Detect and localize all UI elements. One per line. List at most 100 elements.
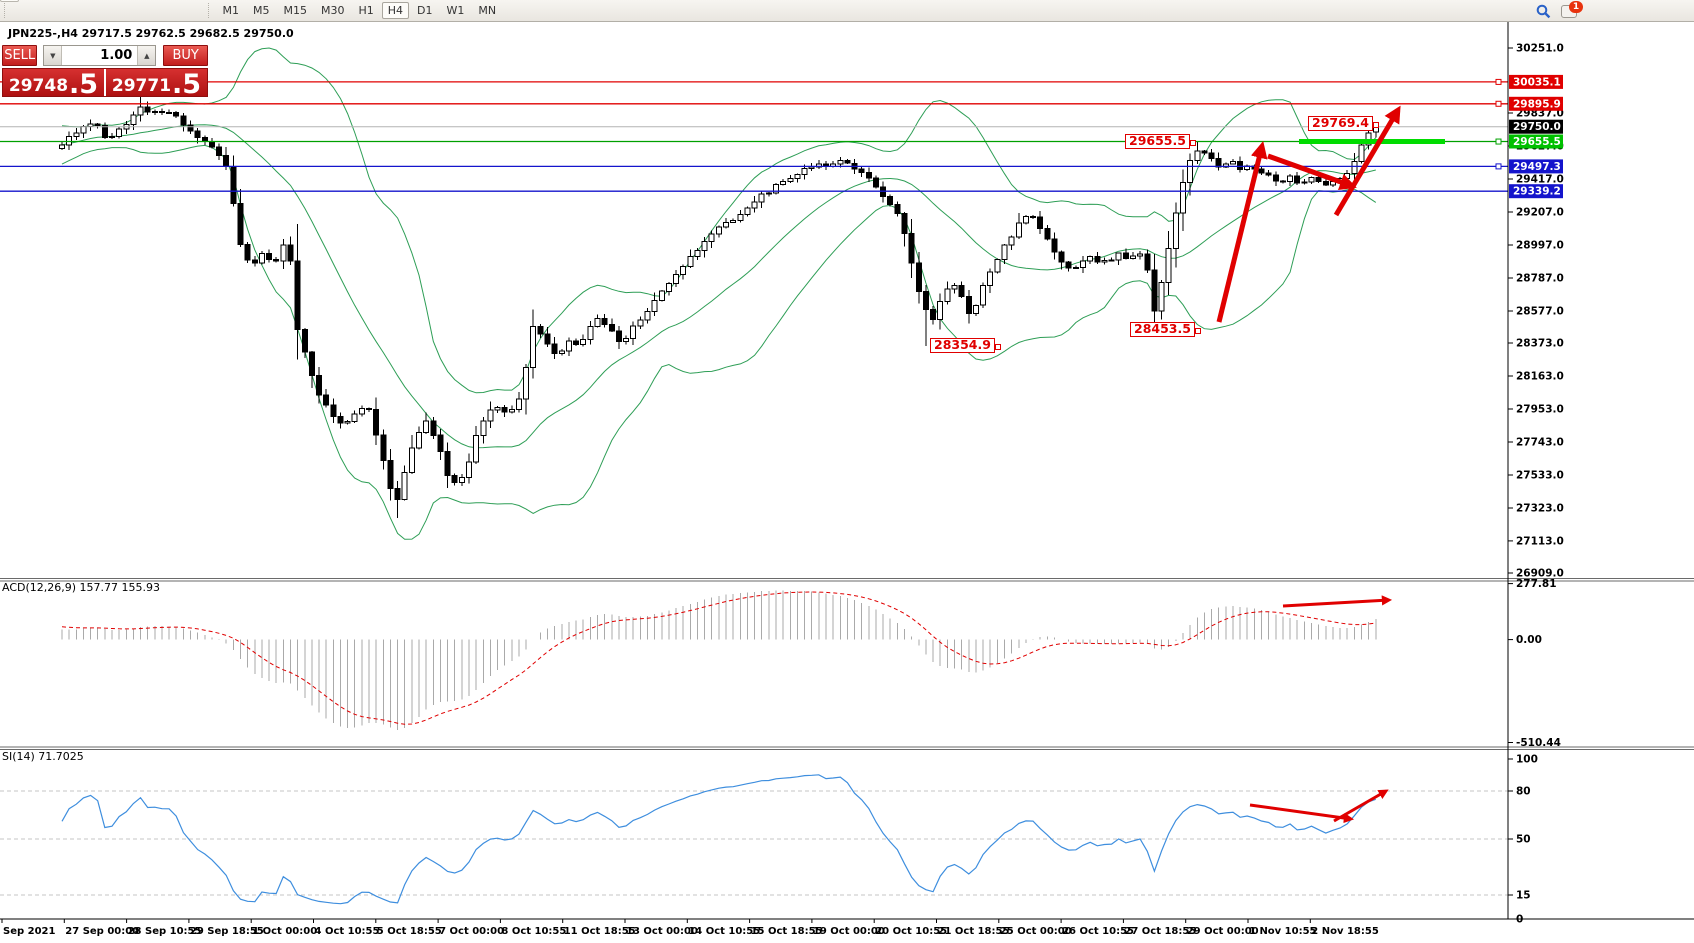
svg-text:19 Oct 00:00: 19 Oct 00:00 — [813, 926, 885, 937]
price-badge — [1509, 74, 1563, 89]
chart-symbol-title: JPN225-,H4 29717.5 29762.5 29682.5 29750… — [8, 27, 294, 40]
one-click-trading-panel: SELL ▼ 1.00 ▲ BUY 29748 .5 29771 .5 — [2, 44, 208, 100]
timeframe-button-W1[interactable]: W1 — [446, 4, 465, 17]
trend-arrow[interactable] — [1282, 595, 1393, 608]
trend-arrow[interactable] — [1216, 141, 1268, 323]
timeframe-button-MN[interactable]: MN — [478, 4, 497, 17]
timeframe-button-D1[interactable]: D1 — [417, 4, 433, 17]
svg-text:5 Oct 18:55: 5 Oct 18:55 — [377, 926, 442, 937]
sell-price: 29748 .5 — [8, 68, 99, 100]
price-label-annotation[interactable]: 29769.4 — [1308, 115, 1373, 131]
svg-text:1 Oct 00:00: 1 Oct 00:00 — [252, 926, 317, 937]
trend-arrows — [1216, 105, 1401, 824]
svg-text:28577.0: 28577.0 — [1516, 306, 1564, 318]
svg-text:30251.0: 30251.0 — [1516, 43, 1564, 55]
zoom-in-button[interactable]: ⊕ — [0, 0, 19, 2]
toolbar-separator — [208, 3, 211, 18]
annotation-handle[interactable] — [1190, 139, 1196, 146]
trend-arrow[interactable] — [1249, 803, 1355, 824]
price-badge — [1509, 119, 1563, 134]
price-badge — [1509, 159, 1563, 174]
svg-text:29 Sep 18:55: 29 Sep 18:55 — [190, 926, 264, 937]
hline-handle[interactable] — [1495, 78, 1502, 85]
svg-text:Sep 2021: Sep 2021 — [3, 926, 55, 937]
timeframe-button-H1[interactable]: H1 — [358, 4, 374, 17]
annotation-handle[interactable] — [1195, 328, 1201, 335]
timeframe-button-M15[interactable]: M15 — [283, 4, 307, 17]
price-badge — [1509, 96, 1563, 111]
timeframe-button-H4[interactable]: H4 — [381, 2, 410, 19]
zoom-out-button[interactable]: ⊖ — [19, 0, 38, 2]
bid-ask-display: 29748 .5 29771 .5 — [2, 68, 208, 100]
tile-windows-button[interactable]: ▦ — [38, 0, 57, 2]
price-badge — [1509, 134, 1563, 149]
hline-handle[interactable] — [1495, 163, 1502, 170]
search-icon[interactable] — [1536, 4, 1551, 19]
trend-arrow[interactable] — [1333, 105, 1401, 217]
timeframe-group: M1 M5 M15 M30 H1 H4 D1 W1 MN — [215, 0, 503, 22]
svg-text:80: 80 — [1516, 786, 1531, 798]
volume-input[interactable]: 1.00 — [62, 46, 138, 65]
svg-text:15 Oct 18:55: 15 Oct 18:55 — [751, 926, 823, 937]
timeframe-button-M5[interactable]: M5 — [252, 4, 270, 17]
svg-text:7 Oct 00:00: 7 Oct 00:00 — [439, 926, 504, 937]
svg-text:2 Nov 18:55: 2 Nov 18:55 — [1311, 926, 1379, 937]
svg-text:1 Nov 10:55: 1 Nov 10:55 — [1249, 926, 1317, 937]
svg-text:27 Oct 18:55: 27 Oct 18:55 — [1124, 926, 1196, 937]
svg-text:15: 15 — [1516, 890, 1531, 902]
buy-price: 29771 .5 — [104, 69, 207, 98]
svg-text:27533.0: 27533.0 — [1516, 470, 1564, 482]
volume-increase-button[interactable]: ▲ — [137, 46, 156, 65]
timeframe-button-M1[interactable]: M1 — [222, 4, 239, 17]
main-price-panel — [59, 47, 1379, 540]
svg-text:100: 100 — [1516, 754, 1538, 766]
annotation-handle[interactable] — [995, 343, 1001, 350]
annotation-handle[interactable] — [1373, 121, 1379, 128]
sell-button[interactable]: SELL — [2, 45, 38, 66]
price-axis[interactable]: 30251.029837.029627.029417.029207.028997… — [1508, 43, 1564, 926]
svg-text:8 Oct 10:55: 8 Oct 10:55 — [501, 926, 566, 937]
svg-text:29655.5: 29655.5 — [1513, 136, 1561, 148]
buy-button[interactable]: BUY — [163, 45, 208, 66]
price-label-annotation[interactable]: 29655.5 — [1125, 133, 1190, 149]
svg-text:28 Sep 10:55: 28 Sep 10:55 — [128, 926, 202, 937]
svg-text:27953.0: 27953.0 — [1516, 404, 1564, 416]
svg-text:29339.2: 29339.2 — [1513, 186, 1561, 198]
trend-arrow[interactable] — [1333, 789, 1389, 823]
svg-text:30035.1: 30035.1 — [1513, 76, 1561, 88]
chart-canvas[interactable]: 30251.029837.029627.029417.029207.028997… — [0, 22, 1694, 943]
toolbar-separator — [4, 3, 7, 18]
svg-text:14 Oct 10:55: 14 Oct 10:55 — [688, 926, 760, 937]
volume-decrease-button[interactable]: ▼ — [44, 46, 63, 65]
svg-text:27323.0: 27323.0 — [1516, 503, 1564, 515]
notifications-button[interactable]: 1 — [1561, 0, 1583, 18]
rsi-panel — [0, 774, 1508, 905]
svg-text:29 Oct 00:00: 29 Oct 00:00 — [1187, 926, 1259, 937]
candlestick-series — [59, 94, 1379, 519]
svg-text:28787.0: 28787.0 — [1516, 273, 1564, 285]
svg-text:0.00: 0.00 — [1516, 634, 1542, 646]
bollinger-lower-band — [61, 144, 1377, 540]
svg-text:27743.0: 27743.0 — [1516, 437, 1564, 449]
svg-text:26 Oct 10:55: 26 Oct 10:55 — [1062, 926, 1134, 937]
svg-text:11 Oct 18:55: 11 Oct 18:55 — [564, 926, 636, 937]
timeframe-button-M30[interactable]: M30 — [320, 4, 345, 17]
svg-text:-510.44: -510.44 — [1516, 737, 1561, 749]
toolbar: ▮✚新订单✎☻◉▶自动交易|||▮▯≈⊕⊖▦↦↤✚▾⊙▾▧▾↖+|—╱⋰E⋯FA… — [0, 0, 1694, 109]
hline-handle[interactable] — [1495, 138, 1502, 145]
price-label-annotation[interactable]: 28354.9 — [930, 337, 995, 353]
svg-text:4 Oct 10:55: 4 Oct 10:55 — [315, 926, 380, 937]
svg-text:277.81: 277.81 — [1516, 578, 1557, 590]
svg-text:29895.9: 29895.9 — [1513, 98, 1561, 110]
svg-text:20 Oct 10:55: 20 Oct 10:55 — [875, 926, 947, 937]
svg-text:29207.0: 29207.0 — [1516, 207, 1564, 219]
macd-signal-line — [61, 591, 1376, 725]
svg-text:50: 50 — [1516, 834, 1531, 846]
horizontal-line-objects — [0, 78, 1508, 192]
price-label-annotation[interactable]: 28453.5 — [1130, 322, 1195, 338]
hline-handle[interactable] — [1495, 100, 1502, 107]
rsi-indicator-label: SI(14) 71.7025 — [2, 750, 84, 763]
svg-text:25 Oct 00:00: 25 Oct 00:00 — [1000, 926, 1072, 937]
trend-arrow[interactable] — [1267, 153, 1357, 191]
